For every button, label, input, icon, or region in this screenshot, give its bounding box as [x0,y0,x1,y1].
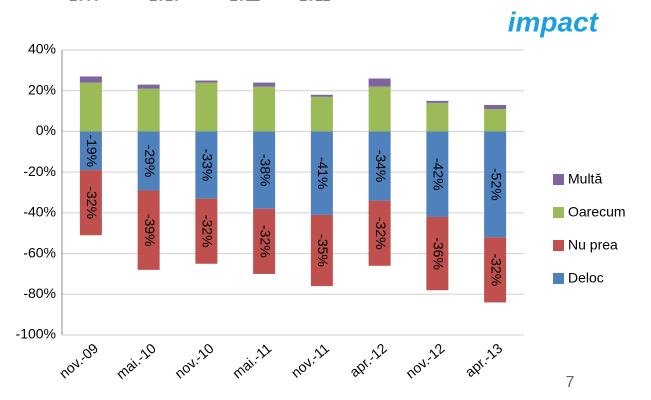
page-number: 7 [566,374,575,391]
data-label: -29% [142,145,158,178]
bar-segment [137,88,160,132]
bar-segment [195,198,218,264]
legend-swatch [553,273,564,284]
x-tick-label: mai.-11 [229,340,274,382]
y-tick-label: -100% [16,326,56,342]
bar-segment [195,80,218,83]
data-label: -32% [373,217,389,250]
data-label: -33% [200,149,216,182]
data-label: -38% [257,154,273,187]
legend-swatch [553,207,564,218]
header-label: 2012 [299,0,330,4]
data-label: -36% [431,237,447,270]
bar-segment [253,86,276,132]
data-label: -34% [373,150,389,183]
data-label: -39% [142,214,158,247]
data-label: -41% [315,157,331,190]
bar-segment [137,190,160,270]
bar-segment [310,214,333,287]
legend-label: Nu prea [568,237,618,253]
bar-segment [426,131,449,217]
legend-swatch [553,240,564,251]
bar-segment [484,109,507,132]
bar-segment [426,100,449,103]
y-tick-label: 20% [28,81,56,97]
y-tick-label: -60% [23,244,56,260]
bar-segment [79,82,102,132]
data-label: -35% [315,234,331,267]
bar-segment [484,237,507,303]
data-label: -32% [200,215,216,248]
data-label: -32% [488,254,504,287]
bar-segment [368,200,391,266]
data-label: -42% [431,158,447,191]
bar-segment [79,131,102,171]
x-tick-label: apr.-12 [346,340,390,380]
bar-segment [484,104,507,110]
logo: impact [508,6,600,37]
y-tick-label: 0% [36,122,56,138]
x-tick-label: mai.-10 [113,340,159,382]
bar-segment [368,86,391,132]
y-tick-label: -20% [23,163,56,179]
x-tick-label: nov.-09 [56,340,101,382]
legend-label: Oarecum [568,204,626,220]
legend-swatch [553,174,564,185]
data-label: -32% [257,225,273,258]
data-label: -52% [488,168,504,201]
bar-segment [368,78,391,87]
header-label: 2009 [69,0,100,4]
bar-segment [310,94,333,97]
data-label: -19% [84,134,100,167]
x-tick-label: apr.-13 [462,340,506,380]
bar-segment [253,131,276,209]
header-label: 2011 [230,0,261,4]
bar-segment [137,84,160,89]
legend-label: Deloc [568,270,604,286]
bar-segment [484,131,507,238]
bar-segment [79,76,102,83]
x-tick-label: nov.-10 [171,340,216,382]
bar-segment [253,208,276,274]
bar-segment [368,131,391,201]
legend-label: Multă [568,171,602,187]
bar-segment [310,131,333,215]
header-label: 2010 [149,0,180,4]
y-tick-label: -80% [23,285,56,301]
data-label: -32% [84,186,100,219]
bar-segment [426,102,449,132]
x-tick-label: nov.-11 [288,340,333,381]
y-tick-label: 40% [28,41,56,57]
bar-segment [195,131,218,199]
y-tick-label: -40% [23,204,56,220]
bar-segment [137,131,160,191]
x-tick-label: nov.-12 [402,340,447,382]
bar-segment [253,82,276,87]
bar-segment [195,82,218,132]
bar-segment [426,216,449,291]
bar-segment [310,96,333,132]
bar-segment [79,170,102,236]
